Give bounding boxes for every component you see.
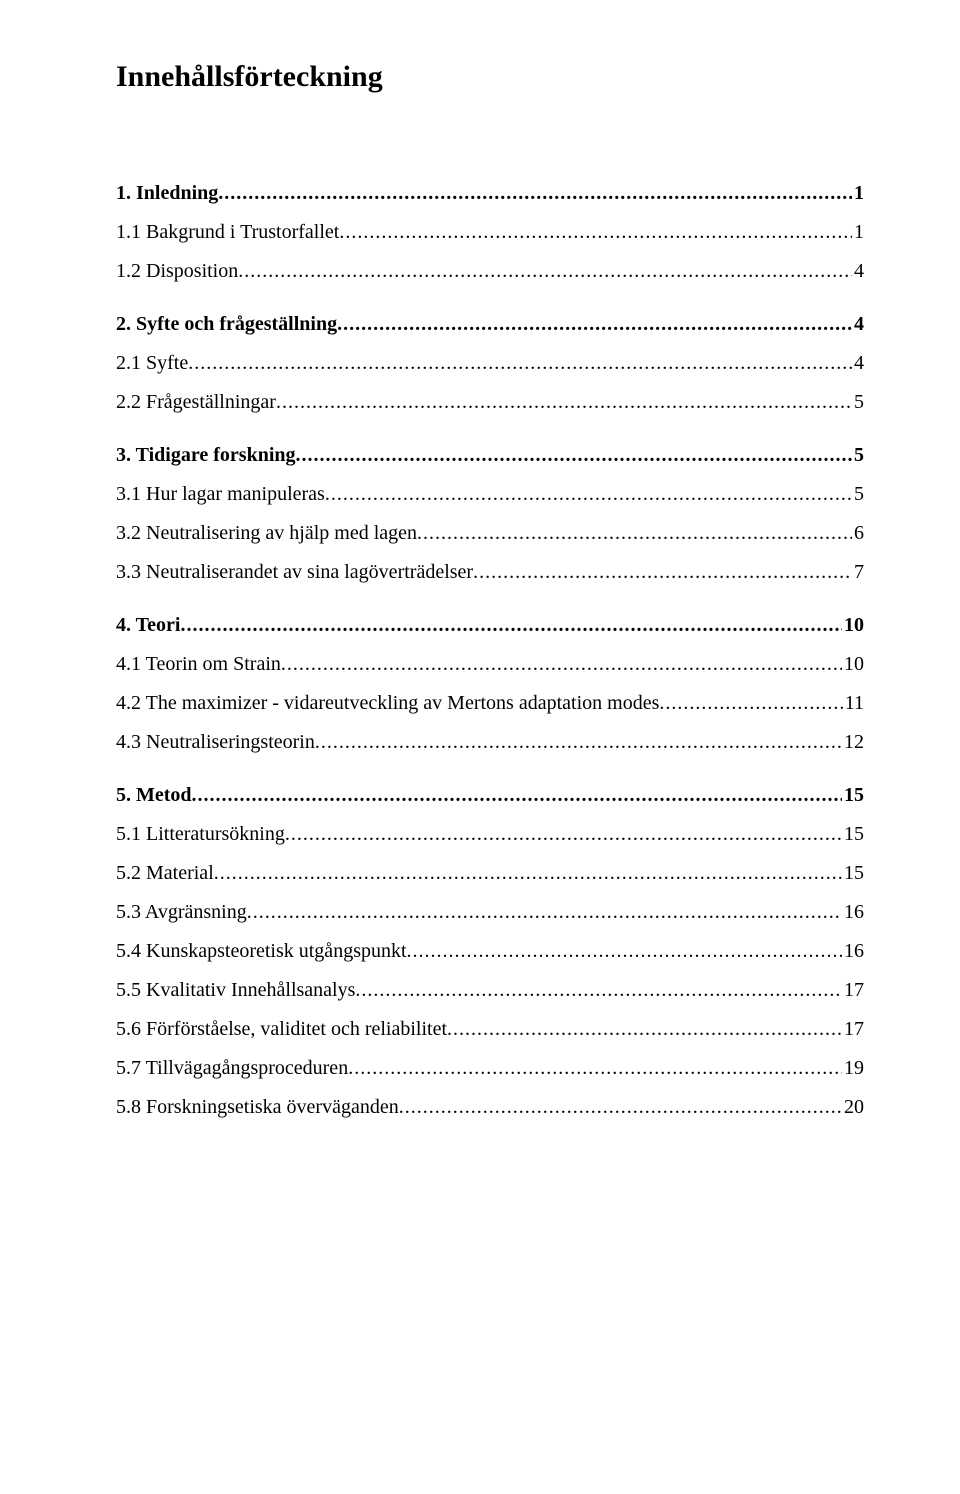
toc-entry: 5.5 Kvalitativ Innehållsanalys 17 <box>116 971 864 1010</box>
toc-leader-dots <box>315 723 842 762</box>
toc-entry-page: 16 <box>842 893 864 932</box>
toc-entry-page: 16 <box>842 932 864 971</box>
toc-entry: 5.7 Tillvägagångsproceduren 19 <box>116 1049 864 1088</box>
toc-entry: 5.2 Material 15 <box>116 854 864 893</box>
toc-entry: 5.4 Kunskapsteoretisk utgångspunkt 16 <box>116 932 864 971</box>
toc-entry-page: 15 <box>842 815 864 854</box>
toc-leader-dots <box>355 971 842 1010</box>
toc-entry-page: 5 <box>852 383 864 422</box>
toc-entry-label: 4. Teori <box>116 606 180 645</box>
toc-entry: 5.6 Förförståelse, validitet och reliabi… <box>116 1010 864 1049</box>
toc-leader-dots <box>180 606 842 645</box>
toc-entry-label: 3.2 Neutralisering av hjälp med lagen <box>116 514 417 553</box>
toc-entry: 4.1 Teorin om Strain 10 <box>116 645 864 684</box>
toc-entry-label: 1.2 Disposition <box>116 252 238 291</box>
document-page: Innehållsförteckning 1. Inledning11.1 Ba… <box>0 0 960 1187</box>
toc-entry-label: 2.2 Frågeställningar <box>116 383 276 422</box>
toc-leader-dots <box>238 252 852 291</box>
toc-entry-page: 10 <box>842 645 864 684</box>
toc-leader-dots <box>276 383 852 422</box>
toc-entry-label: 3.3 Neutraliserandet av sina lagöverträd… <box>116 553 473 592</box>
toc-entry: 4.2 The maximizer - vidareutveckling av … <box>116 684 864 723</box>
toc-leader-dots <box>659 684 842 723</box>
toc-entry-page: 1 <box>852 213 864 252</box>
toc-entry: 5.3 Avgränsning 16 <box>116 893 864 932</box>
toc-entry: 3.3 Neutraliserandet av sina lagöverträd… <box>116 553 864 592</box>
toc-leader-dots <box>247 893 842 932</box>
toc-entry: 1.2 Disposition 4 <box>116 252 864 291</box>
toc-title: Innehållsförteckning <box>116 60 864 94</box>
toc-leader-dots <box>281 645 842 684</box>
toc-entry-label: 5.4 Kunskapsteoretisk utgångspunkt <box>116 932 407 971</box>
toc-entry-label: 3.1 Hur lagar manipuleras <box>116 475 325 514</box>
toc-entry-page: 4 <box>852 344 864 383</box>
toc-entry-label: 5.6 Förförståelse, validitet och reliabi… <box>116 1010 447 1049</box>
toc-leader-dots <box>399 1088 842 1127</box>
toc-entry-label: 4.2 The maximizer - vidareutveckling av … <box>116 684 659 723</box>
toc-entry: 2.1 Syfte 4 <box>116 344 864 383</box>
toc-entry-page: 15 <box>842 776 864 815</box>
toc-entry-page: 4 <box>852 305 864 344</box>
toc-entry-page: 15 <box>842 854 864 893</box>
toc-entry-page: 6 <box>852 514 864 553</box>
toc-entry: 2.2 Frågeställningar 5 <box>116 383 864 422</box>
toc-entry-label: 5.7 Tillvägagångsproceduren <box>116 1049 348 1088</box>
toc-entry-page: 17 <box>842 1010 864 1049</box>
toc-entry: 5.1 Litteratursökning 15 <box>116 815 864 854</box>
toc-entry-label: 1. Inledning <box>116 174 218 213</box>
toc-entry-label: 5.2 Material <box>116 854 214 893</box>
toc-entry-page: 17 <box>842 971 864 1010</box>
toc-entry-label: 2.1 Syfte <box>116 344 188 383</box>
toc-list: 1. Inledning11.1 Bakgrund i Trustorfalle… <box>116 174 864 1127</box>
toc-leader-dots <box>447 1010 842 1049</box>
toc-entry-label: 4.3 Neutraliseringsteorin <box>116 723 315 762</box>
toc-entry-page: 11 <box>843 684 864 723</box>
toc-leader-dots <box>188 344 852 383</box>
toc-entry-label: 2. Syfte och frågeställning <box>116 305 337 344</box>
toc-entry: 5. Metod 15 <box>116 776 864 815</box>
toc-entry-label: 3. Tidigare forskning <box>116 436 296 475</box>
toc-entry: 3.2 Neutralisering av hjälp med lagen 6 <box>116 514 864 553</box>
toc-leader-dots <box>473 553 852 592</box>
toc-entry-page: 19 <box>842 1049 864 1088</box>
toc-leader-dots <box>417 514 852 553</box>
toc-entry-label: 1.1 Bakgrund i Trustorfallet <box>116 213 339 252</box>
toc-entry-page: 1 <box>852 174 864 213</box>
toc-entry-page: 10 <box>842 606 864 645</box>
toc-leader-dots <box>337 305 852 344</box>
toc-entry-label: 5.8 Forskningsetiska överväganden <box>116 1088 399 1127</box>
toc-leader-dots <box>214 854 842 893</box>
toc-entry-page: 5 <box>852 436 864 475</box>
toc-entry-page: 20 <box>842 1088 864 1127</box>
toc-leader-dots <box>339 213 852 252</box>
toc-entry-label: 4.1 Teorin om Strain <box>116 645 281 684</box>
toc-entry-page: 7 <box>852 553 864 592</box>
toc-entry-page: 12 <box>842 723 864 762</box>
toc-entry: 1. Inledning 1 <box>116 174 864 213</box>
toc-leader-dots <box>348 1049 842 1088</box>
toc-entry: 4. Teori 10 <box>116 606 864 645</box>
toc-entry-label: 5.1 Litteratursökning <box>116 815 285 854</box>
toc-entry-page: 4 <box>852 252 864 291</box>
toc-entry: 2. Syfte och frågeställning 4 <box>116 305 864 344</box>
toc-entry-label: 5.5 Kvalitativ Innehållsanalys <box>116 971 355 1010</box>
toc-entry-page: 5 <box>852 475 864 514</box>
toc-entry: 3. Tidigare forskning 5 <box>116 436 864 475</box>
toc-entry: 3.1 Hur lagar manipuleras 5 <box>116 475 864 514</box>
toc-leader-dots <box>325 475 852 514</box>
toc-entry-label: 5.3 Avgränsning <box>116 893 247 932</box>
toc-leader-dots <box>407 932 842 971</box>
toc-entry: 1.1 Bakgrund i Trustorfallet 1 <box>116 213 864 252</box>
toc-entry-label: 5. Metod <box>116 776 192 815</box>
toc-entry: 4.3 Neutraliseringsteorin 12 <box>116 723 864 762</box>
toc-leader-dots <box>296 436 853 475</box>
toc-leader-dots <box>218 174 852 213</box>
toc-entry: 5.8 Forskningsetiska överväganden 20 <box>116 1088 864 1127</box>
toc-leader-dots <box>285 815 842 854</box>
toc-leader-dots <box>192 776 842 815</box>
